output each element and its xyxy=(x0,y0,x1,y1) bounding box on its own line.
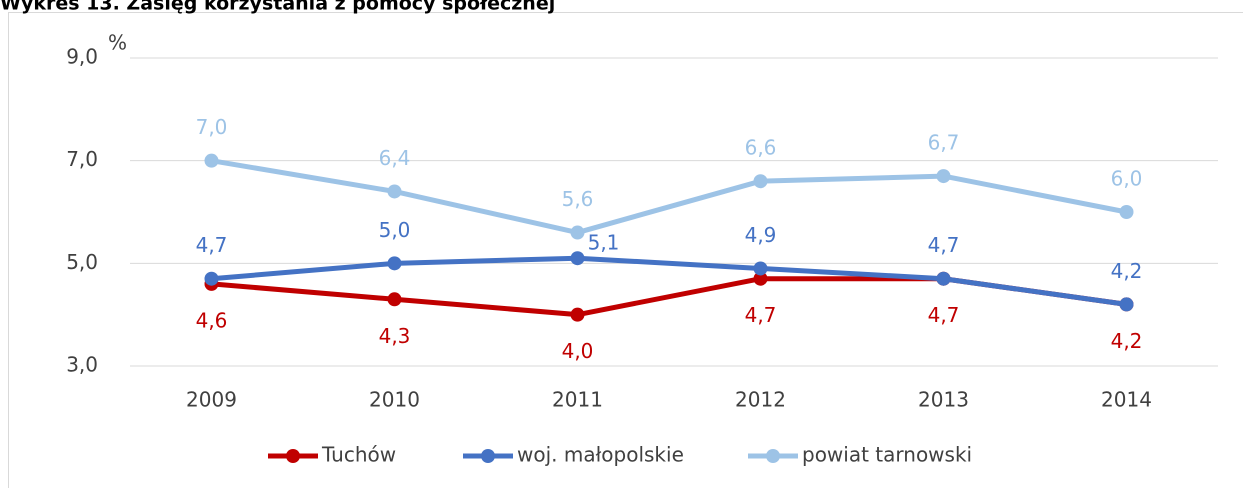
data-point xyxy=(571,251,585,265)
x-tick-label: 2014 xyxy=(1101,388,1152,412)
legend-marker xyxy=(766,449,780,463)
data-point xyxy=(754,261,768,275)
legend-label: Tuchów xyxy=(321,443,396,467)
data-label: 4,2 xyxy=(1111,329,1143,353)
chart-frame xyxy=(9,13,1243,489)
data-label: 5,1 xyxy=(588,231,620,255)
data-label: 4,9 xyxy=(745,223,777,247)
data-point xyxy=(388,292,402,306)
data-label: 5,0 xyxy=(379,218,411,242)
data-label: 4,7 xyxy=(196,233,228,257)
data-point xyxy=(205,272,219,286)
data-label: 6,7 xyxy=(928,131,960,155)
legend-label: woj. małopolskie xyxy=(517,443,684,467)
data-label: 5,6 xyxy=(562,187,594,211)
data-label: 4,3 xyxy=(379,324,411,348)
data-label: 6,4 xyxy=(379,146,411,170)
data-label: 4,6 xyxy=(196,308,228,332)
data-point xyxy=(754,174,768,188)
data-label: 4,2 xyxy=(1111,259,1143,283)
chart-title: Wykres 13. Zasięg korzystania z pomocy s… xyxy=(0,0,555,15)
y-tick-label: 3,0 xyxy=(66,353,98,377)
legend-marker xyxy=(481,449,495,463)
x-tick-label: 2013 xyxy=(918,388,969,412)
y-axis-label: % xyxy=(108,31,127,55)
data-point xyxy=(937,169,951,183)
data-label: 6,6 xyxy=(745,136,777,160)
legend-marker xyxy=(286,449,300,463)
data-label: 4,7 xyxy=(928,303,960,327)
data-label: 4,7 xyxy=(928,233,960,257)
data-label: 4,0 xyxy=(562,339,594,363)
data-label: 6,0 xyxy=(1111,167,1143,191)
data-point xyxy=(571,226,585,240)
y-tick-label: 7,0 xyxy=(66,147,98,171)
data-point xyxy=(388,256,402,270)
x-tick-label: 2010 xyxy=(369,388,420,412)
data-label: 7,0 xyxy=(196,115,228,139)
data-point xyxy=(1120,297,1134,311)
data-point xyxy=(388,184,402,198)
x-tick-label: 2011 xyxy=(552,388,603,412)
data-point xyxy=(1120,205,1134,219)
data-point xyxy=(571,308,585,322)
y-tick-label: 5,0 xyxy=(66,250,98,274)
x-tick-label: 2012 xyxy=(735,388,786,412)
y-tick-label: 9,0 xyxy=(66,45,98,69)
data-point xyxy=(937,272,951,286)
data-label: 4,7 xyxy=(745,303,777,327)
data-point xyxy=(205,154,219,168)
legend-label: powiat tarnowski xyxy=(802,443,972,467)
x-tick-label: 2009 xyxy=(186,388,237,412)
